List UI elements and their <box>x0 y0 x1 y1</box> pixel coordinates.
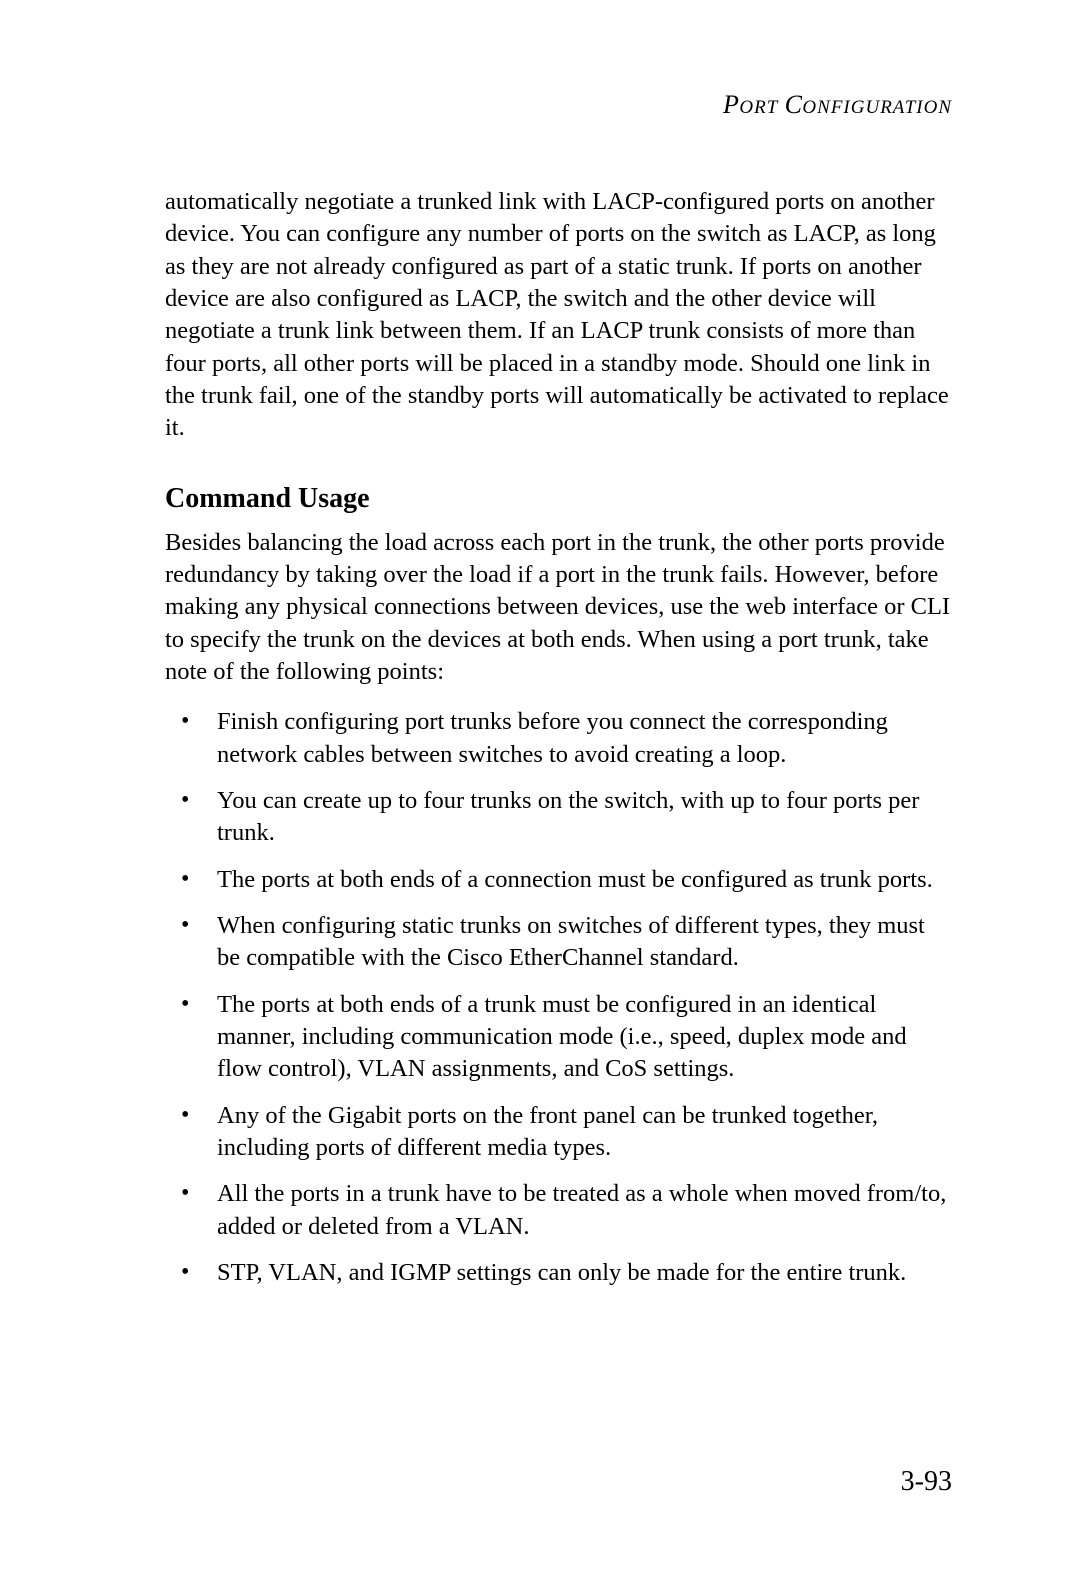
body-paragraph: Besides balancing the load across each p… <box>165 527 952 689</box>
list-item: When configuring static trunks on switch… <box>165 910 952 975</box>
intro-paragraph: automatically negotiate a trunked link w… <box>165 186 952 445</box>
bullet-list: Finish configuring port trunks before yo… <box>165 706 952 1289</box>
document-page: PORT CONFIGURATION automatically negotia… <box>0 0 1080 1289</box>
list-item: The ports at both ends of a connection m… <box>165 864 952 896</box>
header-word2-rest: ONFIGURATION <box>802 97 952 118</box>
header-word1-initial: P <box>723 90 739 119</box>
section-heading: Command Usage <box>165 483 952 515</box>
header-word1-rest: ORT <box>739 97 778 118</box>
list-item: The ports at both ends of a trunk must b… <box>165 989 952 1086</box>
page-number: 3-93 <box>901 1466 952 1498</box>
header-word2-initial: C <box>785 90 803 119</box>
list-item: STP, VLAN, and IGMP settings can only be… <box>165 1257 952 1289</box>
list-item: You can create up to four trunks on the … <box>165 785 952 850</box>
page-header: PORT CONFIGURATION <box>165 90 952 120</box>
list-item: Any of the Gigabit ports on the front pa… <box>165 1100 952 1165</box>
list-item: All the ports in a trunk have to be trea… <box>165 1178 952 1243</box>
list-item: Finish configuring port trunks before yo… <box>165 706 952 771</box>
